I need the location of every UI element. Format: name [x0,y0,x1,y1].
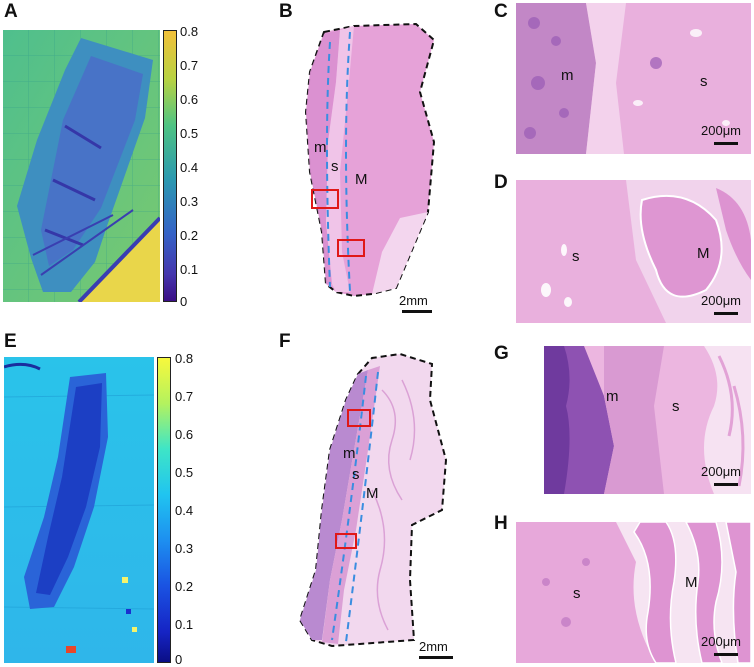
colorbar-e-tick: 0.5 [175,465,194,480]
tissue-label-submucosa: s [700,73,708,90]
colorbar-e-tick: 0.2 [175,579,194,594]
colorbar-e [157,357,171,663]
panel-label-h: H [494,513,508,534]
panel-c-he-zoom [516,3,751,154]
boundary-line [345,371,379,643]
colorbar-e-tick: 0 [175,652,183,667]
colorbar-a-tick: 0.4 [180,160,199,175]
tissue-label-mucosa: m [561,67,574,84]
panel-e-parameter-map [4,357,154,663]
tissue-label-submucosa: s [572,248,580,265]
roi-box [335,533,357,549]
scale-bar-label: 2mm [399,293,428,308]
colorbar-a-tick: 0.1 [180,262,199,277]
scale-bar-label: 200μm [701,293,742,308]
panel-label-b: B [279,1,293,22]
colorbar-a-tick: 0.2 [180,228,199,243]
scale-bar-label: 200μm [701,634,742,649]
colorbar-e-tick: 0.7 [175,389,194,404]
scale-bar-label: 2mm [419,639,448,654]
panel-d-he-zoom [516,180,751,323]
scale-bar [714,483,738,486]
colorbar-a-tick: 0.7 [180,58,199,73]
scale-bar [714,653,738,656]
colorbar-a-tick: 0.6 [180,92,199,107]
roi-box [347,409,371,427]
tissue-label-submucosa: s [672,398,680,415]
colorbar-a [163,30,177,302]
scale-bar [714,312,738,315]
panel-label-d: D [494,172,508,193]
scale-bar [714,142,738,145]
scale-bar-label: 200μm [701,123,742,138]
colorbar-a-tick: 0.3 [180,194,199,209]
panel-label-f: F [279,331,291,352]
roi-box [337,239,365,257]
panel-f-he-section [298,352,448,648]
panel-h-he-zoom [516,522,751,663]
colorbar-e-tick: 0.6 [175,427,194,442]
scale-bar-label: 200μm [701,464,742,479]
boundary-line [345,31,351,293]
scale-bar [402,310,432,313]
tissue-label-submucosa: s [352,466,360,483]
panel-label-e: E [4,331,17,352]
panel-label-g: G [494,343,509,364]
tissue-label-muscle: M [366,485,379,502]
scale-bar [419,656,453,659]
colorbar-e-tick: 0.3 [175,541,194,556]
colorbar-a-tick: 0 [180,294,188,309]
colorbar-e-tick: 0.8 [175,351,194,366]
colorbar-a-tick: 0.5 [180,126,199,141]
panel-label-c: C [494,1,508,22]
panel-a-parameter-map [3,30,160,302]
tissue-label-mucosa: m [606,388,619,405]
tissue-label-mucosa: m [343,445,356,462]
tissue-label-submucosa: s [331,158,339,175]
tissue-label-mucosa: m [314,139,327,156]
colorbar-e-tick: 0.1 [175,617,194,632]
tissue-label-muscle: M [685,574,698,591]
roi-box [311,189,339,209]
tissue-label-submucosa: s [573,585,581,602]
tissue-label-muscle: M [697,245,710,262]
boundary-line [326,41,331,288]
panel-g-he-zoom [544,346,751,494]
boundary-line [331,375,367,641]
colorbar-e-tick: 0.4 [175,503,194,518]
panel-b-he-section [304,22,436,298]
panel-label-a: A [4,1,18,22]
tissue-label-muscle: M [355,171,368,188]
colorbar-a-tick: 0.8 [180,24,199,39]
